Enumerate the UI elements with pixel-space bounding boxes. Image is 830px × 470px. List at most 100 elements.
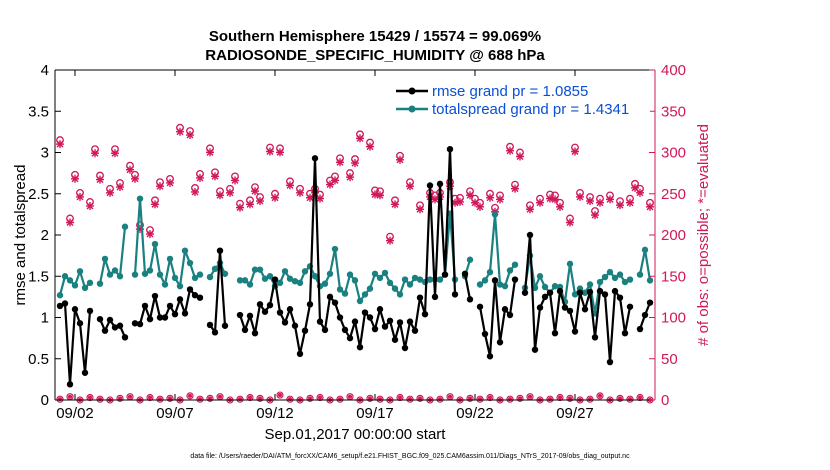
rmse-point bbox=[381, 323, 389, 330]
rmse-point bbox=[326, 293, 334, 301]
zero-obs-possible-marker bbox=[246, 393, 254, 402]
evaluated-obs-stroke bbox=[76, 193, 84, 201]
totalspread-point bbox=[356, 297, 364, 305]
evaluated-obs-stroke bbox=[166, 179, 174, 187]
totalspread-point bbox=[486, 268, 494, 276]
evaluated-obs-marker bbox=[366, 142, 374, 151]
rmse-point bbox=[446, 146, 454, 153]
evaluated-obs-stroke bbox=[156, 182, 164, 190]
rmse-point bbox=[566, 307, 574, 315]
y-right-tick-label: 0 bbox=[661, 392, 669, 409]
totalspread-point bbox=[291, 278, 299, 285]
rmse-point bbox=[366, 314, 374, 321]
rmse-point bbox=[356, 344, 364, 351]
rmse-point bbox=[536, 304, 544, 311]
totalspread-point bbox=[71, 282, 79, 289]
rmse-point bbox=[571, 328, 579, 335]
zero-obs-evaluated-marker bbox=[448, 394, 452, 399]
totalspread-point bbox=[601, 273, 609, 281]
zero-obs-possible-marker bbox=[366, 394, 374, 402]
evaluated-obs-stroke bbox=[336, 158, 344, 166]
totalspread-point bbox=[281, 268, 289, 275]
rmse-point bbox=[601, 291, 609, 298]
evaluated-obs-stroke bbox=[196, 174, 204, 182]
zero-obs-evaluated-marker bbox=[618, 396, 622, 401]
evaluated-obs-stroke bbox=[371, 190, 379, 198]
totalspread-line bbox=[98, 226, 127, 284]
rmse-point bbox=[391, 336, 399, 343]
evaluated-obs-stroke bbox=[191, 188, 199, 196]
rmse-point bbox=[156, 314, 164, 321]
zero-obs-evaluated-marker bbox=[508, 397, 512, 402]
rmse-point bbox=[336, 314, 344, 321]
totalspread-point bbox=[491, 211, 499, 218]
evaluated-obs-marker bbox=[111, 149, 119, 158]
evaluated-obs-stroke bbox=[86, 202, 94, 210]
evaluated-obs-marker bbox=[586, 197, 594, 206]
zero-obs-evaluated-marker bbox=[338, 397, 342, 402]
evaluated-obs-stroke bbox=[91, 149, 99, 157]
evaluated-obs-marker bbox=[206, 148, 214, 157]
rmse-point bbox=[541, 293, 549, 301]
evaluated-obs-marker bbox=[246, 200, 254, 209]
evaluated-obs-stroke bbox=[566, 219, 574, 226]
totalspread-point bbox=[266, 273, 274, 280]
evaluated-obs-marker bbox=[71, 174, 79, 183]
evaluated-obs-stroke bbox=[186, 131, 194, 139]
evaluated-obs-marker bbox=[96, 175, 104, 184]
totalspread-point bbox=[116, 273, 124, 280]
totalspread-point bbox=[501, 282, 509, 290]
totalspread-point bbox=[241, 277, 249, 284]
evaluated-obs-stroke bbox=[276, 148, 284, 156]
totalspread-point bbox=[206, 273, 214, 281]
totalspread-point bbox=[481, 277, 489, 284]
zero-obs-evaluated-marker bbox=[558, 395, 562, 400]
evaluated-obs-stroke bbox=[71, 175, 79, 183]
totalspread-point bbox=[426, 276, 434, 283]
evaluated-obs-stroke bbox=[606, 195, 614, 203]
evaluated-obs-stroke bbox=[316, 195, 324, 203]
evaluated-obs-stroke bbox=[556, 203, 564, 211]
zero-obs-possible-marker bbox=[626, 395, 634, 403]
zero-obs-evaluated-marker bbox=[278, 393, 282, 398]
axes: 09/02 09/07 09/12 09/17 09/22 09/27 0 0.5 1 1.5 2 2… bbox=[28, 62, 686, 422]
rmse-point bbox=[81, 369, 89, 376]
rmse-point bbox=[561, 304, 569, 311]
rmse-point bbox=[546, 289, 554, 296]
totalspread-point bbox=[351, 277, 359, 284]
zero-obs-evaluated-marker bbox=[118, 396, 122, 401]
evaluated-obs-marker bbox=[516, 152, 524, 161]
rmse-point bbox=[116, 322, 124, 329]
zero-obs-evaluated-marker bbox=[218, 394, 222, 399]
rmse-line bbox=[209, 249, 227, 334]
evaluated-obs-stroke bbox=[356, 134, 364, 142]
rmse-point bbox=[466, 296, 474, 303]
rmse-point bbox=[396, 319, 404, 326]
evaluated-obs-marker bbox=[536, 198, 544, 207]
evaluated-obs-marker bbox=[386, 236, 394, 245]
totalspread-point bbox=[436, 276, 444, 283]
evaluated-obs-marker bbox=[176, 127, 184, 136]
totalspread-point bbox=[296, 279, 304, 287]
rmse-point bbox=[146, 315, 154, 323]
legend: rmse grand pr = 1.0855 totalspread grand… bbox=[392, 82, 650, 122]
rmse-point bbox=[281, 319, 289, 326]
rmse-point bbox=[416, 294, 424, 301]
totalspread-point bbox=[411, 274, 419, 282]
totalspread-point bbox=[101, 255, 109, 263]
evaluated-obs-stroke bbox=[406, 182, 414, 190]
zero-obs-evaluated-marker bbox=[68, 394, 72, 399]
rmse-point bbox=[71, 306, 79, 313]
zero-obs-evaluated-marker bbox=[168, 396, 172, 401]
zero-obs-evaluated-marker bbox=[638, 395, 642, 400]
evaluated-obs-stroke bbox=[366, 143, 374, 151]
rmse-point bbox=[321, 326, 329, 334]
totalspread-point bbox=[366, 285, 374, 292]
rmse-point bbox=[196, 294, 204, 301]
rmse-point bbox=[441, 271, 449, 278]
rmse-point bbox=[401, 344, 409, 352]
evaluated-obs-stroke bbox=[111, 149, 119, 157]
zero-obs-possible-marker bbox=[146, 393, 154, 402]
totalspread-point bbox=[551, 282, 559, 290]
rmse-point bbox=[161, 314, 169, 321]
